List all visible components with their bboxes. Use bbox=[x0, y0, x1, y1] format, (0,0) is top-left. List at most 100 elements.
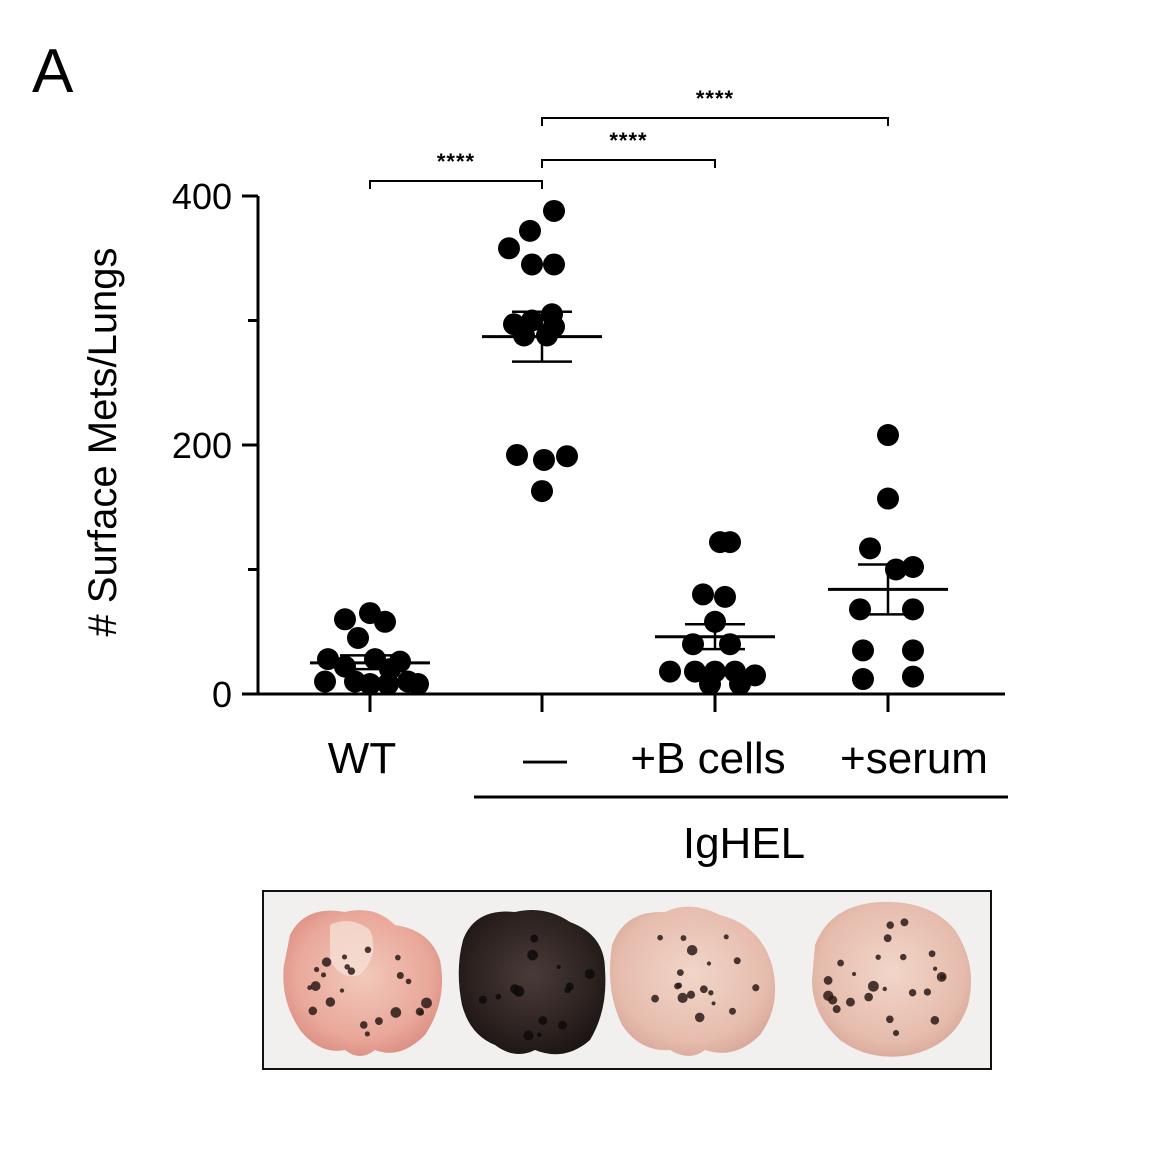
data-point-3-8 bbox=[902, 639, 924, 662]
lung-photo bbox=[262, 890, 992, 1070]
spot-0-3 bbox=[325, 997, 336, 1007]
spot-2-3 bbox=[723, 934, 729, 940]
y-tick-label-0: 0 bbox=[212, 674, 232, 715]
spot-2-8 bbox=[676, 969, 684, 977]
data-point-0-4 bbox=[317, 648, 339, 671]
data-point-2-2 bbox=[692, 583, 714, 606]
data-point-1-1 bbox=[519, 219, 541, 242]
data-point-2-13 bbox=[729, 673, 751, 696]
spot-0-1 bbox=[359, 1021, 368, 1029]
spot-1-8 bbox=[565, 982, 574, 991]
spot-1-7 bbox=[527, 949, 538, 961]
spot-0-5 bbox=[364, 1031, 370, 1037]
spot-2-0 bbox=[657, 934, 663, 941]
x-tick-label-2: +B cells bbox=[630, 734, 785, 783]
spot-2-12 bbox=[680, 935, 687, 941]
chart: # Surface Mets/Lungs 0 200 400 WT — +B cells… bbox=[81, 86, 1008, 868]
x-ticks: WT — +B cells +serum bbox=[328, 694, 988, 783]
data-point-1-11 bbox=[506, 443, 528, 466]
data-point-0-1 bbox=[334, 608, 356, 631]
data-point-1-0 bbox=[543, 199, 565, 222]
spot-2-1 bbox=[706, 961, 712, 966]
x-tick-label-1: — bbox=[523, 734, 567, 783]
spot-2-13 bbox=[677, 992, 688, 1003]
x-tick-label-3: +serum bbox=[840, 734, 988, 783]
data-point-3-4 bbox=[902, 556, 924, 579]
spot-3-11 bbox=[940, 974, 946, 980]
spot-2-11 bbox=[686, 944, 698, 956]
data-point-3-6 bbox=[902, 598, 924, 621]
spot-3-16 bbox=[892, 1029, 900, 1037]
lung-control bbox=[458, 909, 606, 1055]
spot-3-7 bbox=[837, 959, 844, 967]
spot-3-23 bbox=[883, 934, 892, 943]
spot-3-19 bbox=[832, 1005, 841, 1014]
panel-label: A bbox=[32, 37, 74, 106]
spot-0-15 bbox=[395, 954, 401, 961]
spot-1-2 bbox=[523, 1030, 534, 1041]
spot-2-6 bbox=[694, 1012, 705, 1023]
spot-2-17 bbox=[733, 957, 741, 965]
significance-label-2: **** bbox=[696, 86, 734, 111]
spot-3-8 bbox=[886, 921, 894, 929]
bracket-1 bbox=[541, 159, 716, 168]
spot-0-12 bbox=[320, 972, 327, 978]
spot-3-18 bbox=[900, 953, 907, 961]
spot-0-4 bbox=[347, 967, 356, 975]
spot-0-6 bbox=[313, 966, 320, 973]
spot-0-14 bbox=[418, 1009, 424, 1016]
spot-3-14 bbox=[932, 966, 938, 971]
data-point-3-10 bbox=[902, 665, 924, 688]
spot-3-3 bbox=[845, 997, 855, 1007]
y-axis-label: # Surface Mets/Lungs bbox=[81, 247, 125, 636]
spot-1-13 bbox=[558, 1020, 567, 1030]
data-points bbox=[314, 199, 924, 696]
data-point-1-13 bbox=[556, 445, 578, 468]
spot-0-7 bbox=[421, 997, 432, 1009]
spot-1-0 bbox=[495, 993, 502, 1000]
data-point-2-12 bbox=[699, 673, 721, 696]
spot-1-10 bbox=[478, 995, 487, 1004]
data-point-2-4 bbox=[704, 610, 726, 633]
spot-3-10 bbox=[923, 988, 932, 996]
y-tick-label-400: 400 bbox=[172, 176, 232, 217]
spot-3-12 bbox=[875, 954, 881, 960]
lung-b-cells bbox=[609, 906, 776, 1056]
data-point-3-5 bbox=[849, 598, 871, 621]
spot-3-9 bbox=[828, 995, 838, 1005]
spot-1-3 bbox=[584, 968, 595, 979]
spot-3-4 bbox=[900, 918, 909, 927]
spot-0-9 bbox=[374, 1017, 383, 1025]
data-point-3-0 bbox=[877, 424, 899, 447]
metastasis-spots bbox=[307, 918, 947, 1041]
spot-3-6 bbox=[867, 980, 879, 992]
spot-3-1 bbox=[823, 976, 833, 985]
bracket-0 bbox=[369, 180, 543, 189]
spot-0-18 bbox=[339, 988, 345, 993]
spot-1-6 bbox=[538, 1016, 548, 1025]
data-point-1-14 bbox=[531, 480, 553, 503]
significance-label-0: **** bbox=[437, 149, 475, 174]
data-point-2-3 bbox=[714, 585, 736, 608]
data-point-3-1 bbox=[877, 487, 899, 510]
mean-sem-bars bbox=[310, 310, 948, 671]
data-point-2-8 bbox=[684, 660, 706, 683]
spot-2-10 bbox=[752, 984, 760, 992]
data-point-0-14 bbox=[407, 673, 429, 696]
data-point-0-12 bbox=[377, 673, 399, 696]
x-tick-label-0: WT bbox=[328, 734, 396, 783]
data-point-3-9 bbox=[852, 668, 874, 691]
spot-3-22 bbox=[882, 986, 887, 992]
significance-label-1: **** bbox=[609, 128, 647, 153]
data-point-1-3 bbox=[521, 253, 543, 276]
y-tick-label-200: 200 bbox=[172, 425, 232, 466]
y-ticks: 0 200 400 bbox=[172, 176, 258, 715]
group-label: IgHEL bbox=[683, 819, 805, 868]
spot-0-20 bbox=[396, 971, 404, 980]
bracket-2 bbox=[541, 117, 889, 126]
data-point-3-7 bbox=[852, 639, 874, 662]
data-point-0-9 bbox=[314, 670, 336, 693]
significance-brackets: **** **** **** bbox=[369, 86, 889, 189]
lung-wt bbox=[283, 910, 443, 1056]
